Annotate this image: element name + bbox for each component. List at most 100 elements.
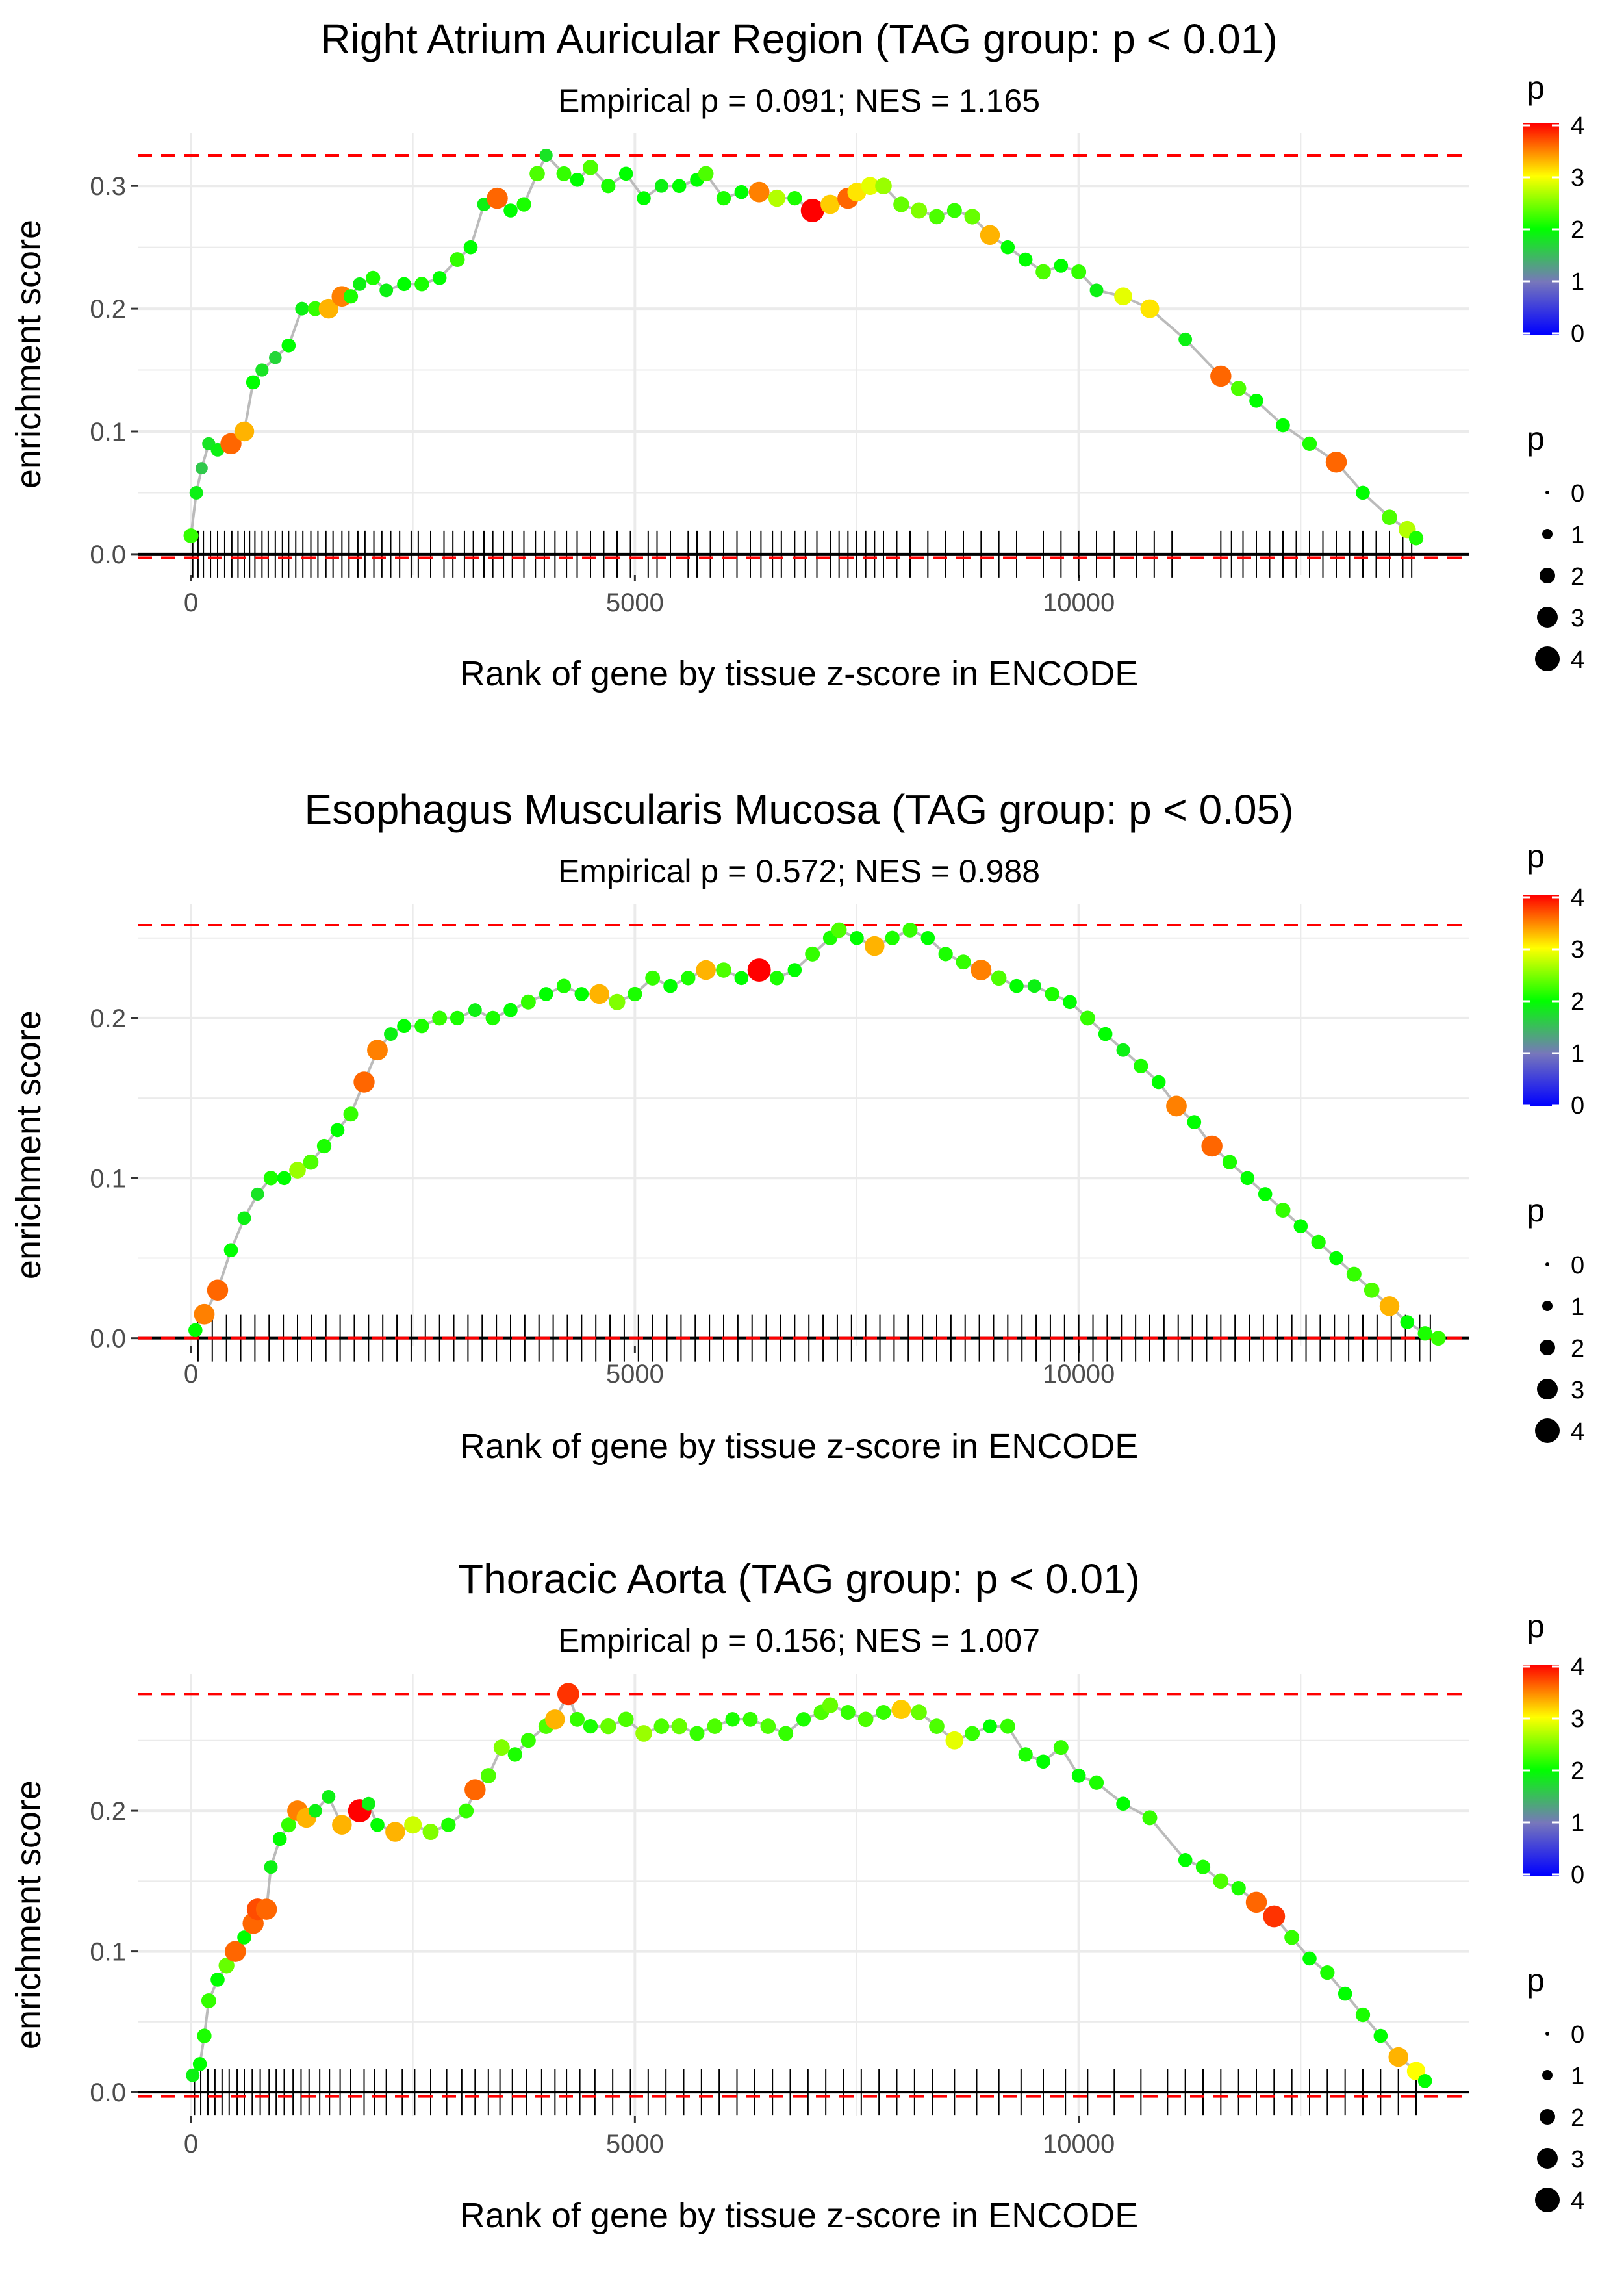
panel-2-size-legend: p 0 1 2 3 4 [1527,1192,1584,1446]
panel-2-size-label-2: 2 [1571,1335,1584,1362]
panel-2-enrichment-point [1364,1282,1380,1298]
panel-2-colorbar-ticks [1523,896,1559,1106]
panel-1-enrichment-point [269,351,282,364]
panel-1-enrichment-point [716,190,731,206]
panel-1-y-tick-label: 0.3 [90,172,126,201]
panel-2-color-label-0: 0 [1571,1092,1584,1119]
panel-3-enrichment-point [361,1796,375,1811]
panel-1-enrichment-point [618,166,633,181]
panel-2-size-key-1 [1542,1301,1553,1311]
panel-3-enrichment-point [192,2057,207,2071]
panel-3-enrichment-point [1320,1965,1335,1980]
panel-2-size-label-0: 0 [1571,1252,1584,1279]
panel-3-enrichment-point [210,1973,225,1987]
panel-3-enrichment-point [481,1768,496,1783]
panel-1-enrichment-point [980,225,1000,245]
panel-1-enrichment-point [1035,264,1051,280]
panel-1-enrichment-point [255,363,269,377]
panel-3-size-label-1: 1 [1571,2063,1584,2090]
panel-1-enrichment-point [964,209,980,225]
panel-2-enrichment-point [865,936,885,956]
panel-3-enrichment-point [225,1941,246,1962]
panel-1-enrichment-point [195,462,208,475]
panel-2-enrichment-point [503,1003,518,1017]
panel-2-enrichment-point [539,987,553,1001]
panel-3-enrichment-point [671,1718,687,1735]
panel-1-x-tick-label: 0 [184,589,198,617]
panel-2-enrichment-point [1187,1115,1202,1129]
panel-3-enrichment-point [760,1718,776,1734]
panel-3-size-label-2: 2 [1571,2104,1584,2132]
panel-3-enrichment-point [929,1718,945,1734]
panel-3-enrichment-point [1245,1891,1267,1913]
panel-2-enrichment-point [1346,1266,1362,1282]
panel-1-size-key-3 [1537,607,1558,628]
panel-3-enrichment-point [742,1711,758,1727]
panel-3-x-tick-label: 0 [184,2130,198,2158]
panel-2-enrichment-point [1258,1187,1273,1201]
panel-3-y-tick-label: 0.2 [90,1797,126,1826]
panel-1-enrichment-point [450,252,465,268]
panel-1-enrichment-point [539,148,553,162]
panel-3-enrichment-point [441,1817,456,1832]
panel-2-enrichment-point [1080,1010,1095,1026]
panel-2-enrichment-point [367,1040,388,1061]
panel-1-y-axis-label: enrichment score [9,220,48,489]
panel-2-size-key-0 [1545,1262,1549,1266]
panel-2-enrichment-point [681,971,696,986]
panel-1-size-label-3: 3 [1571,605,1584,632]
panel-3-enrichment-point [1142,1810,1158,1826]
panel-1-enrichment-point [1178,332,1193,346]
panel-1-enrichment-point [183,528,199,544]
panel-2-enrichment-point [414,1019,429,1034]
panel-2-enrichment-point [589,984,609,1004]
panel-2: Esophagus Muscularis Mucosa (TAG group: … [9,786,1584,1466]
panel-1-color-label-0: 0 [1571,320,1584,348]
panel-1-enrichment-point [529,166,545,182]
panel-1-enrichment-point [800,199,824,222]
panel-3-size-key-0 [1545,2032,1549,2036]
panel-2-enrichment-point [787,963,802,977]
panel-2-plot-area: 0.0 0.1 0.2 0 5000 10000 [90,904,1469,1388]
panel-3-enrichment-point [1355,2007,1371,2023]
panel-2-enrichment-point [468,1003,482,1017]
panel-3-enrichment-point [255,1898,277,1920]
panel-1-subtitle: Empirical p = 0.091; NES = 1.165 [558,83,1040,119]
panel-2-enrichment-point [1201,1135,1223,1157]
panel-3-size-legend: p 0 1 2 3 4 [1527,1962,1584,2215]
panel-2-enrichment-point [885,930,900,945]
panel-3-y-axis-label: enrichment score [9,1780,48,2049]
panel-1-enrichment-point [748,181,770,203]
panel-3-size-key-1 [1542,2070,1553,2080]
panel-2-enrichment-point [1379,1296,1400,1316]
panel-3-enrichment-point [281,1817,296,1833]
panel-1-enrichment-point [1114,287,1132,306]
panel-1-enrichment-point [295,301,309,316]
panel-1-enrichment-point [397,277,411,292]
panel-2-enrichment-point [956,954,971,970]
panel-2-enrichment-point [1134,1058,1148,1073]
panel-1-enrichment-point [432,271,447,285]
panel-2-size-label-3: 3 [1571,1377,1584,1404]
panel-1-enrichment-point [246,375,260,390]
panel-2-x-tick-label: 5000 [606,1360,664,1388]
panel-2-enrichment-point [384,1027,398,1041]
panel-1-enrichment-point [1018,252,1033,267]
panel-3-enrichment-point [1053,1740,1069,1756]
panel-1-enrichment-point [768,189,786,207]
panel-2-enrichment-point [223,1243,238,1257]
panel-3-enrichment-point [1284,1930,1300,1945]
panel-3-enrichment-point [1195,1859,1211,1874]
panel-3-enrichment-point [272,1832,287,1846]
panel-2-enrichment-point [991,970,1007,986]
panel-2-enrichment-point [289,1162,306,1179]
panel-3-x-axis-label: Rank of gene by tissue z-score in ENCODE [460,2196,1138,2235]
panel-1-enrichment-point [220,433,242,455]
panel-1-size-label-0: 0 [1571,480,1584,507]
panel-1-enrichment-point [1000,240,1015,255]
panel-3-enrichment-point [983,1719,997,1733]
panel-1-enrichment-point [893,196,909,212]
panel-3-enrichment-point [1263,1905,1286,1928]
panel-3-size-key-4 [1535,2188,1560,2212]
panel-2-enrichment-point [1009,978,1024,993]
